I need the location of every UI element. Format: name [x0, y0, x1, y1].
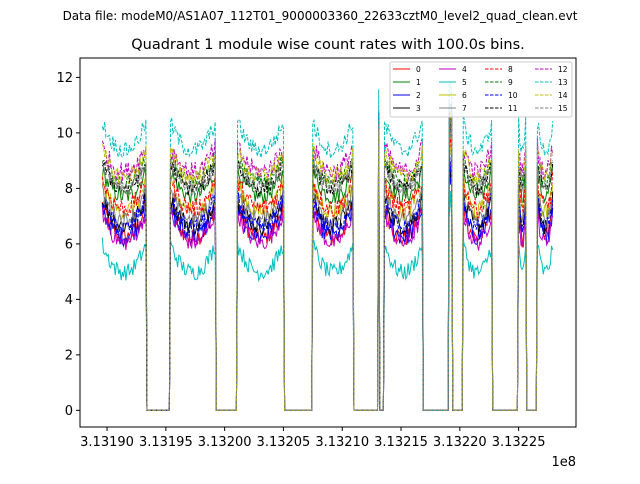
legend-label-7: 7 [462, 104, 467, 113]
legend-label-1: 1 [416, 78, 421, 87]
chart-suptitle: Data file: modeM0/AS1A07_112T01_90000033… [63, 9, 578, 23]
legend-label-3: 3 [416, 104, 421, 113]
x-tick-label: 3.13190 [80, 435, 134, 450]
legend-label-11: 11 [508, 104, 518, 113]
series-line-13 [101, 80, 554, 411]
series-line-10 [101, 148, 554, 411]
series-line-12 [101, 102, 554, 411]
x-offset-label: 1e8 [551, 455, 576, 470]
x-tick-label: 3.13210 [315, 435, 369, 450]
plot-lines [101, 80, 554, 411]
series-line-1 [101, 120, 554, 411]
y-tick-label: 0 [65, 404, 73, 419]
legend-label-6: 6 [462, 91, 467, 100]
y-tick-label: 8 [65, 182, 73, 197]
series-line-6 [101, 134, 554, 411]
legend-label-0: 0 [416, 65, 421, 74]
legend-label-10: 10 [508, 91, 518, 100]
legend-box [389, 61, 573, 118]
x-axis: 3.13190 3.13195 3.13200 3.13205 3.13210 3.132… [80, 427, 545, 450]
legend-label-4: 4 [462, 65, 467, 74]
legend-label-9: 9 [508, 78, 513, 87]
legend-label-8: 8 [508, 65, 513, 74]
series-line-5 [101, 191, 554, 411]
legend-label-2: 2 [416, 91, 421, 100]
axes-frame [79, 57, 577, 428]
y-tick-label: 2 [65, 348, 73, 363]
x-tick-label: 3.13220 [433, 435, 487, 450]
x-tick-label: 3.13205 [257, 435, 311, 450]
legend-label-5: 5 [462, 78, 467, 87]
y-axis: 0 2 4 6 8 10 12 [56, 71, 80, 419]
legend-label-13: 13 [558, 78, 568, 87]
y-tick-label: 12 [56, 71, 73, 86]
x-tick-label: 3.13225 [492, 435, 546, 450]
chart-title: Quadrant 1 module wise count rates with … [131, 37, 525, 53]
series-line-4 [101, 163, 554, 411]
x-tick-label: 3.13195 [139, 435, 193, 450]
legend-label-12: 12 [558, 65, 568, 74]
y-tick-label: 6 [65, 237, 73, 252]
x-tick-label: 3.13215 [374, 435, 428, 450]
y-tick-label: 4 [65, 293, 73, 308]
series-line-14 [101, 113, 554, 411]
legend-label-15: 15 [558, 104, 568, 113]
x-tick-label: 3.13200 [198, 435, 252, 450]
series-line-11 [101, 111, 554, 411]
series-line-8 [101, 138, 554, 411]
legend-label-14: 14 [558, 91, 568, 100]
y-tick-label: 10 [56, 126, 73, 141]
series-line-7 [101, 147, 553, 411]
